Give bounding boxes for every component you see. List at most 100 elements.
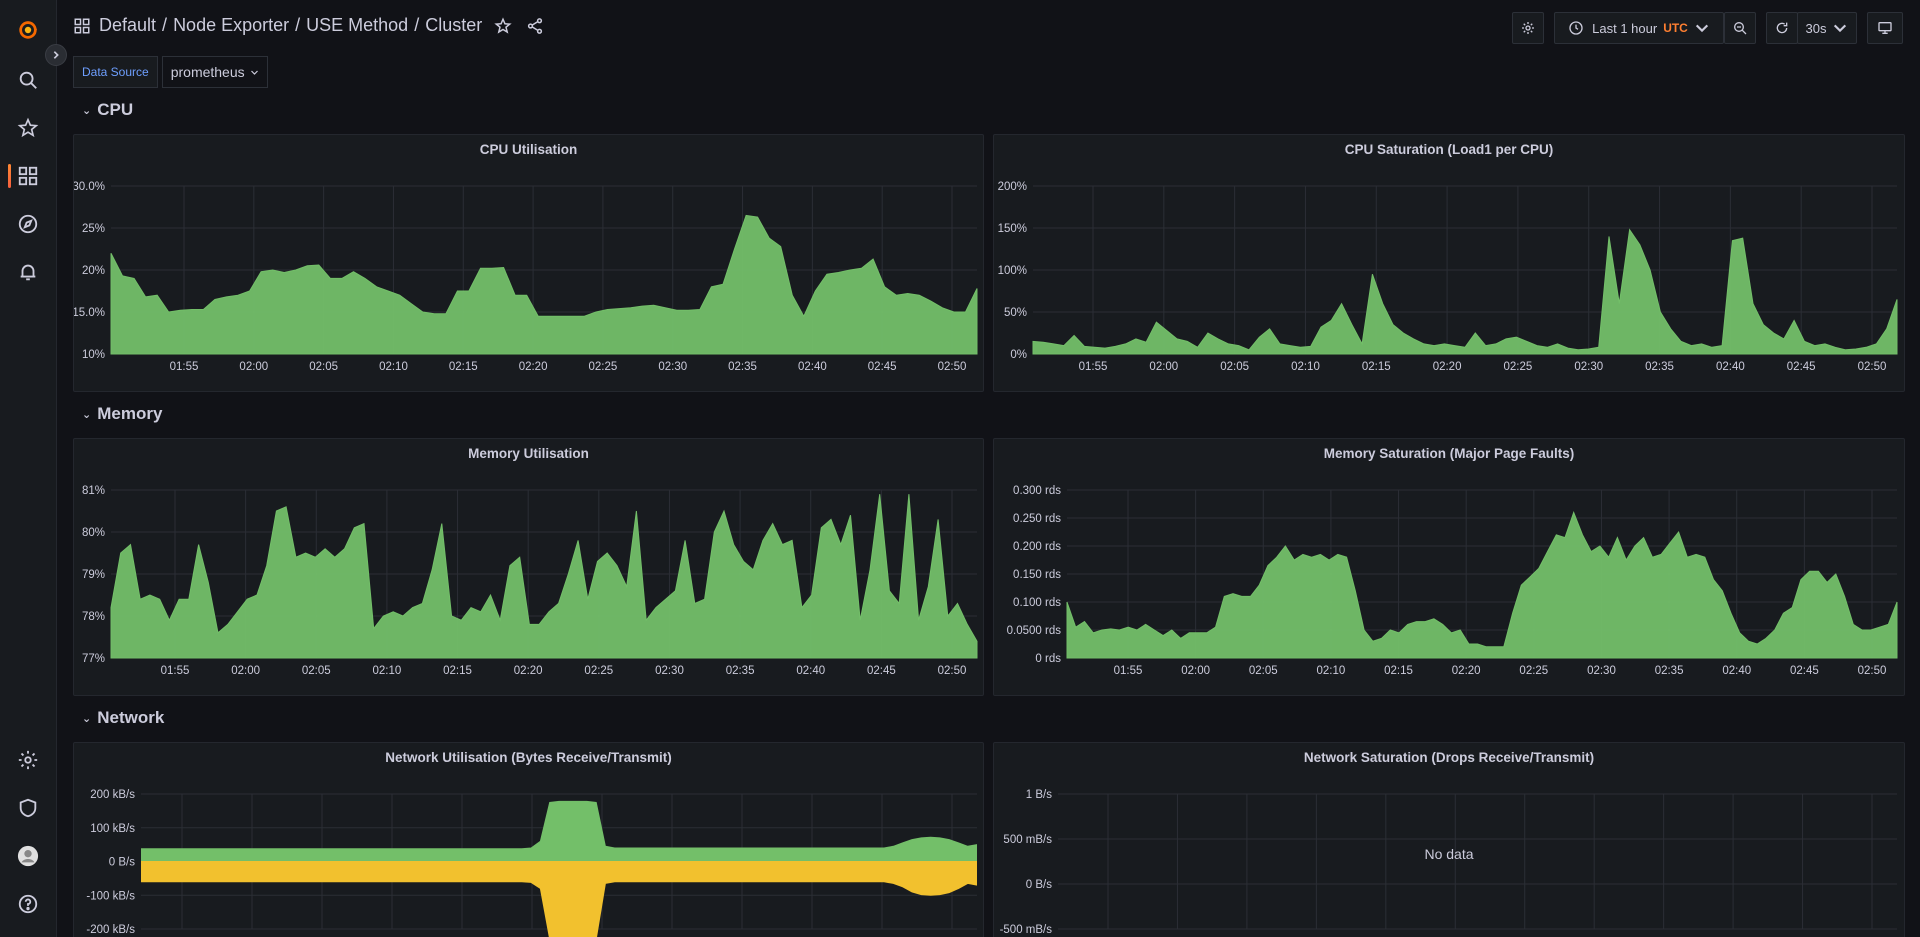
panel-memory-utilisation[interactable]: Memory Utilisation 77% 78% 79% 80% 81% 01:55 0… xyxy=(73,438,984,696)
share-icon[interactable] xyxy=(526,17,544,35)
panel-memory-saturation[interactable]: Memory Saturation (Major Page Faults) 0 … xyxy=(993,438,1905,696)
x-tick-label: 02:45 xyxy=(1787,361,1816,373)
x-tick-label: 02:00 xyxy=(239,361,268,373)
y-tick-label: 30.0% xyxy=(74,181,105,193)
y-tick-label: 500 mB/s xyxy=(1003,834,1052,846)
y-tick-label: 200% xyxy=(998,181,1027,193)
dashboard-settings-button[interactable] xyxy=(1512,12,1544,44)
panel-network-utilisation[interactable]: Network Utilisation (Bytes Receive/Trans… xyxy=(73,742,984,937)
x-tick-label: 02:05 xyxy=(302,665,331,677)
starred-icon[interactable] xyxy=(14,114,42,142)
help-icon[interactable] xyxy=(14,890,42,918)
x-tick-label: 02:25 xyxy=(584,665,613,677)
y-tick-label: 0.200 rds xyxy=(1013,541,1061,553)
series-area-receive xyxy=(141,800,977,862)
cycle-view-mode-button[interactable] xyxy=(1867,12,1903,44)
chevron-down-icon xyxy=(1695,24,1708,33)
x-tick-label: 02:20 xyxy=(519,361,548,373)
breadcrumb-folder[interactable]: Node Exporter xyxy=(173,15,290,35)
cpu-saturation-chart[interactable]: 0% 50% 100% 150% 200% 01:55 02:00 02:05 02:10 02:… xyxy=(994,135,1905,392)
breadcrumb-separator: / xyxy=(414,15,420,35)
panel-cpu-utilisation[interactable]: CPU Utilisation 10% 15.0% 20% 25% 30.0% 01:55… xyxy=(73,134,984,392)
search-icon[interactable] xyxy=(14,66,42,94)
y-tick-label: 0 B/s xyxy=(1026,879,1052,891)
y-tick-label: 100% xyxy=(998,265,1027,277)
y-tick-label: 0% xyxy=(1010,349,1027,361)
row-memory[interactable]: ⌄ Memory xyxy=(82,404,162,424)
x-tick-label: 02:10 xyxy=(1291,361,1320,373)
y-tick-label: 0.300 rds xyxy=(1013,485,1061,497)
network-saturation-chart[interactable]: -500 mB/s 0 B/s 500 mB/s 1 B/s xyxy=(994,743,1905,937)
refresh-button[interactable] xyxy=(1766,12,1798,44)
y-tick-label: 20% xyxy=(82,265,105,277)
row-cpu[interactable]: ⌄ CPU xyxy=(82,100,133,120)
y-tick-label: 77% xyxy=(82,653,105,665)
no-data-message: No data xyxy=(1424,846,1474,862)
panel-title[interactable]: Network Utilisation (Bytes Receive/Trans… xyxy=(385,750,672,765)
zoom-out-button[interactable] xyxy=(1724,12,1756,44)
x-tick-label: 02:40 xyxy=(1722,665,1751,677)
timezone-label: UTC xyxy=(1663,21,1688,35)
y-tick-label: 200 kB/s xyxy=(90,789,135,801)
x-tick-label: 02:30 xyxy=(655,665,684,677)
explore-icon[interactable] xyxy=(14,210,42,238)
chevron-down-icon: ⌄ xyxy=(82,408,92,421)
x-tick-label: 02:00 xyxy=(231,665,260,677)
row-memory-label: Memory xyxy=(97,404,163,423)
datasource-select[interactable]: prometheus xyxy=(161,56,268,88)
x-tick-label: 02:25 xyxy=(1504,361,1533,373)
x-tick-label: 02:00 xyxy=(1181,665,1210,677)
variable-label: Data Source xyxy=(73,56,158,88)
sidebar xyxy=(0,0,57,937)
x-tick-label: 02:20 xyxy=(1433,361,1462,373)
time-range-picker[interactable]: Last 1 hour UTC xyxy=(1554,12,1724,44)
panel-cpu-saturation[interactable]: CPU Saturation (Load1 per CPU) 0% 50% 100%… xyxy=(993,134,1905,392)
user-avatar-icon[interactable] xyxy=(14,842,42,870)
memory-saturation-chart[interactable]: 0 rds 0.0500 rds 0.100 rds 0.150 rds 0.200 r… xyxy=(994,439,1905,696)
x-tick-label: 02:50 xyxy=(938,665,967,677)
x-tick-label: 02:40 xyxy=(1716,361,1745,373)
panel-title[interactable]: Memory Utilisation xyxy=(468,446,589,461)
network-utilisation-chart[interactable]: -200 kB/s -100 kB/s 0 B/s 100 kB/s 200 kB/s xyxy=(74,743,984,937)
refresh-interval-picker[interactable]: 30s xyxy=(1797,12,1857,44)
expand-sidebar-button[interactable] xyxy=(45,44,67,66)
x-tick-label: 01:55 xyxy=(1079,361,1108,373)
series-area xyxy=(110,494,978,659)
x-tick-label: 02:40 xyxy=(796,665,825,677)
configuration-gear-icon[interactable] xyxy=(14,746,42,774)
y-tick-label: 0.100 rds xyxy=(1013,597,1061,609)
chevron-down-icon: ⌄ xyxy=(82,104,92,117)
panel-title[interactable]: CPU Utilisation xyxy=(479,142,578,157)
series-area xyxy=(110,214,978,355)
y-tick-label: 15.0% xyxy=(74,307,105,319)
x-tick-label: 02:00 xyxy=(1149,361,1178,373)
server-admin-shield-icon[interactable] xyxy=(14,794,42,822)
x-tick-label: 02:10 xyxy=(373,665,402,677)
dashboards-icon[interactable] xyxy=(14,162,42,190)
y-tick-label: -200 kB/s xyxy=(86,924,135,936)
panel-network-saturation[interactable]: Network Saturation (Drops Receive/Transm… xyxy=(993,742,1905,937)
y-tick-label: 79% xyxy=(82,569,105,581)
breadcrumb-middle[interactable]: USE Method xyxy=(306,15,409,35)
row-network[interactable]: ⌄ Network xyxy=(82,708,164,728)
y-tick-label: 1 B/s xyxy=(1026,789,1052,801)
dashboard-title[interactable]: Cluster xyxy=(425,15,483,35)
x-tick-label: 02:50 xyxy=(1858,361,1887,373)
cpu-utilisation-chart[interactable]: 10% 15.0% 20% 25% 30.0% 01:55 02:00 02:05 02:10 0… xyxy=(74,135,984,392)
chevron-right-icon xyxy=(53,51,59,59)
x-tick-label: 02:30 xyxy=(1574,361,1603,373)
memory-utilisation-chart[interactable]: 77% 78% 79% 80% 81% 01:55 02:00 02:05 02:10 02:15… xyxy=(74,439,984,696)
star-icon[interactable] xyxy=(494,16,512,35)
x-tick-label: 01:55 xyxy=(170,361,199,373)
panel-title[interactable]: Network Saturation (Drops Receive/Transm… xyxy=(1303,750,1595,765)
x-tick-label: 02:15 xyxy=(1362,361,1391,373)
panel-title[interactable]: Memory Saturation (Major Page Faults) xyxy=(1323,446,1575,461)
breadcrumb-root[interactable]: Default xyxy=(99,15,157,35)
grafana-logo-icon[interactable] xyxy=(14,16,42,44)
refresh-interval-label: 30s xyxy=(1805,20,1827,36)
panel-title[interactable]: CPU Saturation (Load1 per CPU) xyxy=(1344,142,1554,157)
row-network-label: Network xyxy=(97,708,165,727)
x-tick-label: 02:20 xyxy=(514,665,543,677)
y-tick-label: 81% xyxy=(82,485,105,497)
alerting-bell-icon[interactable] xyxy=(14,258,42,286)
